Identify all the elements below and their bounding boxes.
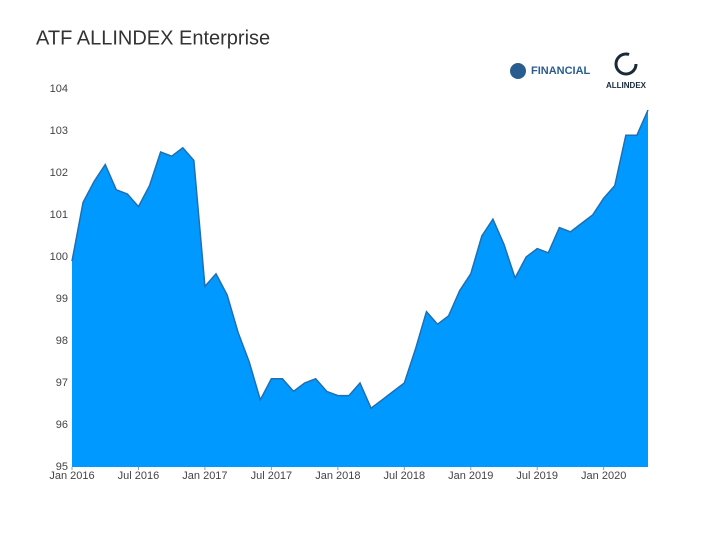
y-tick-label: 97 [56,377,68,389]
logo-text: ALLINDEX [606,81,647,90]
y-tick-label: 101 [50,209,68,221]
logo-financial: FINANCIAL [510,63,591,79]
x-tick-label: Jul 2017 [251,470,293,482]
y-tick-label: 99 [56,293,68,305]
x-tick-label: Jan 2019 [448,470,493,482]
y-tick-label: 95 [56,461,68,473]
x-tick-label: Jan 2016 [49,470,94,482]
x-tick-label: Jan 2020 [581,470,626,482]
x-tick-label: Jan 2017 [182,470,227,482]
y-tick-label: 103 [50,125,68,137]
logo-icon [510,63,526,79]
x-tick-label: Jul 2019 [516,470,558,482]
chart-title: ATF ALLINDEX Enterprise [36,27,270,49]
logo-icon [614,52,638,76]
x-tick-label: Jul 2016 [118,470,160,482]
x-tick-label: Jul 2018 [384,470,426,482]
y-tick-label: 102 [50,167,68,179]
line [71,109,649,410]
y-tick-label: 104 [50,83,68,95]
y-tick-label: 98 [56,335,68,347]
y-tick-label: 96 [56,419,68,431]
logo-text: FINANCIAL [531,65,591,77]
y-tick-label: 100 [50,251,68,263]
logo-allindex: ALLINDEX [606,52,647,90]
area [72,110,648,467]
x-tick-label: Jan 2018 [315,470,360,482]
